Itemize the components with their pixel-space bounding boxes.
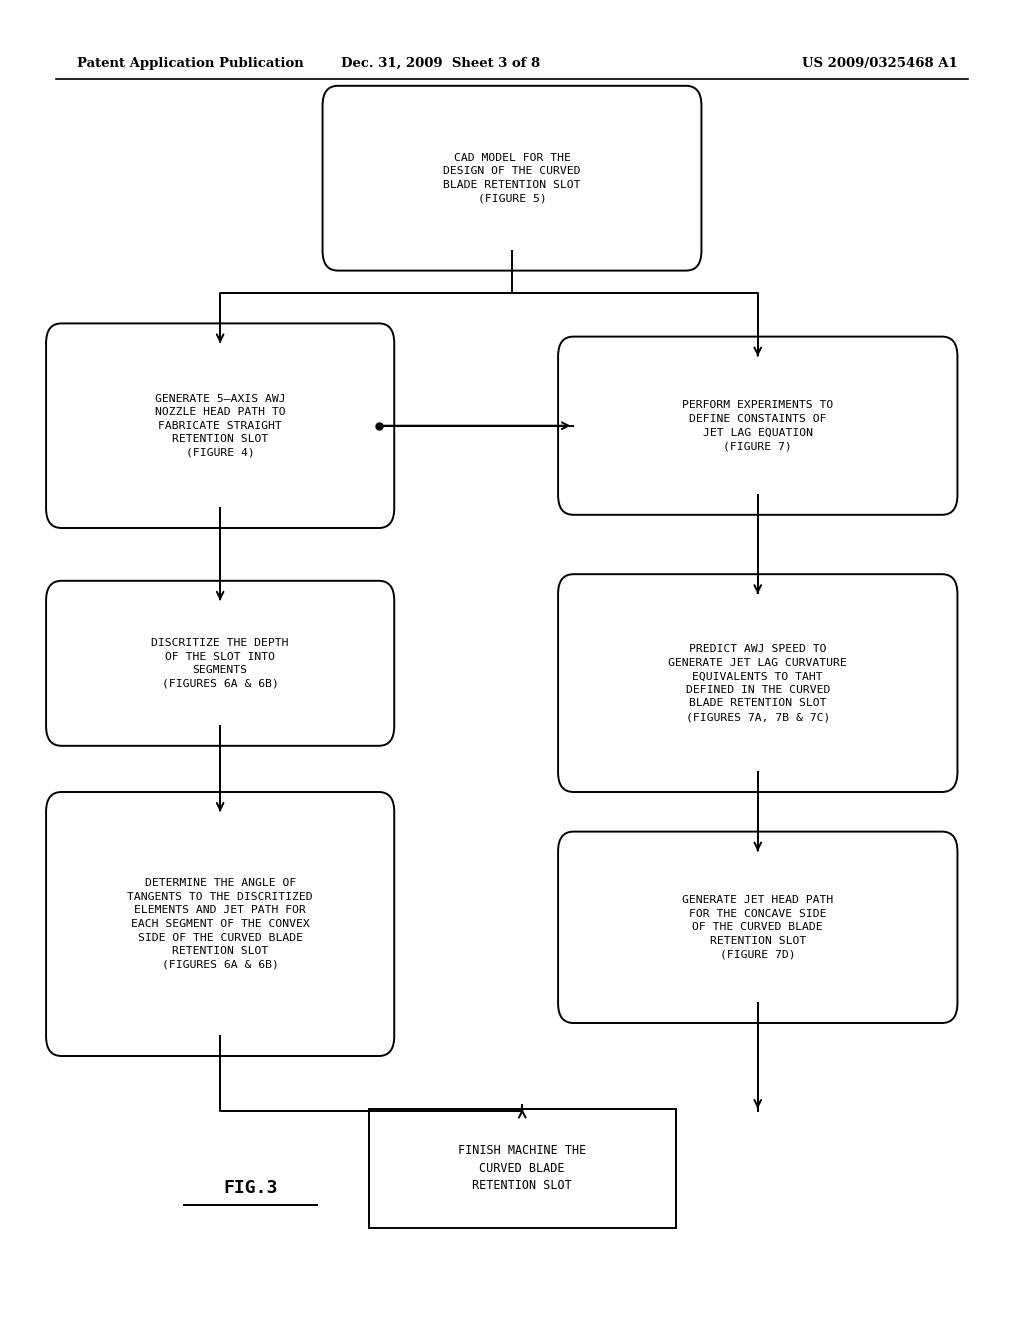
Text: DETERMINE THE ANGLE OF
TANGENTS TO THE DISCRITIZED
ELEMENTS AND JET PATH FOR
EAC: DETERMINE THE ANGLE OF TANGENTS TO THE D… — [127, 878, 313, 970]
Text: DISCRITIZE THE DEPTH
OF THE SLOT INTO
SEGMENTS
(FIGURES 6A & 6B): DISCRITIZE THE DEPTH OF THE SLOT INTO SE… — [152, 638, 289, 689]
Text: CAD MODEL FOR THE
DESIGN OF THE CURVED
BLADE RETENTION SLOT
(FIGURE 5): CAD MODEL FOR THE DESIGN OF THE CURVED B… — [443, 153, 581, 203]
Text: GENERATE 5–AXIS AWJ
NOZZLE HEAD PATH TO
FABRICATE STRAIGHT
RETENTION SLOT
(FIGUR: GENERATE 5–AXIS AWJ NOZZLE HEAD PATH TO … — [155, 393, 286, 458]
FancyBboxPatch shape — [558, 832, 957, 1023]
Text: FIG.3: FIG.3 — [223, 1179, 279, 1197]
Bar — [369, 1109, 676, 1228]
Text: PERFORM EXPERIMENTS TO
DEFINE CONSTAINTS OF
JET LAG EQUATION
(FIGURE 7): PERFORM EXPERIMENTS TO DEFINE CONSTAINTS… — [682, 400, 834, 451]
FancyBboxPatch shape — [323, 86, 701, 271]
Text: Patent Application Publication: Patent Application Publication — [77, 57, 303, 70]
Text: PREDICT AWJ SPEED TO
GENERATE JET LAG CURVATURE
EQUIVALENTS TO TAHT
DEFINED IN T: PREDICT AWJ SPEED TO GENERATE JET LAG CU… — [669, 644, 847, 722]
Text: US 2009/0325468 A1: US 2009/0325468 A1 — [802, 57, 957, 70]
FancyBboxPatch shape — [46, 792, 394, 1056]
Text: Dec. 31, 2009  Sheet 3 of 8: Dec. 31, 2009 Sheet 3 of 8 — [341, 57, 540, 70]
Text: GENERATE JET HEAD PATH
FOR THE CONCAVE SIDE
OF THE CURVED BLADE
RETENTION SLOT
(: GENERATE JET HEAD PATH FOR THE CONCAVE S… — [682, 895, 834, 960]
FancyBboxPatch shape — [558, 574, 957, 792]
FancyBboxPatch shape — [46, 323, 394, 528]
FancyBboxPatch shape — [46, 581, 394, 746]
FancyBboxPatch shape — [558, 337, 957, 515]
Text: FINISH MACHINE THE
CURVED BLADE
RETENTION SLOT: FINISH MACHINE THE CURVED BLADE RETENTIO… — [458, 1144, 587, 1192]
